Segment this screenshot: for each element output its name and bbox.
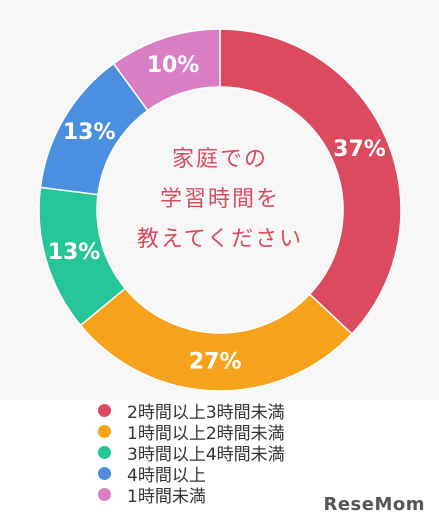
- chart-title-line: 教えてください: [136, 227, 304, 252]
- legend-label: 1時間未満: [127, 487, 206, 507]
- legend-label: 2時間以上3時間未満: [127, 403, 285, 423]
- chart-center-title: 家庭での 学習時間を 教えてください: [110, 140, 330, 260]
- watermark-logo: ReseMom: [323, 494, 425, 515]
- chart-legend: 2時間以上3時間未満 1時間以上2時間未満 3時間以上4時間未満 4時間以上 1…: [98, 400, 285, 507]
- legend-item: 1時間以上2時間未満: [98, 421, 285, 444]
- legend-dot: [98, 488, 111, 501]
- legend-label: 4時間以上: [127, 466, 206, 486]
- slice-value-label: 13%: [48, 240, 101, 265]
- pie-slice: [112, 28, 221, 112]
- legend-item: 2時間以上3時間未満: [98, 400, 285, 423]
- legend-dot: [98, 425, 111, 438]
- slice-value-label: 37%: [333, 137, 386, 162]
- donut-chart: 37% 27% 13% 13% 10%: [38, 28, 402, 392]
- chart-title-line: 家庭での: [171, 147, 268, 172]
- slice-value-label: 27%: [189, 349, 242, 374]
- legend-label: 1時間以上2時間未満: [127, 424, 285, 444]
- slice-value-label: 13%: [63, 120, 116, 145]
- legend-dot: [98, 467, 111, 480]
- pie-slice: [79, 287, 354, 392]
- legend-item: 3時間以上4時間未満: [98, 442, 285, 465]
- chart-title-line: 学習時間を: [159, 187, 280, 212]
- pie-slice: [219, 28, 402, 335]
- legend-dot: [98, 404, 111, 417]
- legend-label: 3時間以上4時間未満: [127, 445, 285, 465]
- legend-dot: [98, 446, 111, 459]
- chart-area: 37% 27% 13% 13% 10% 家庭での 学習時間を 教えてください: [38, 28, 402, 392]
- slice-value-label: 10%: [147, 53, 200, 78]
- legend-item: 4時間以上: [98, 463, 285, 486]
- legend-item: 1時間未満: [98, 484, 285, 507]
